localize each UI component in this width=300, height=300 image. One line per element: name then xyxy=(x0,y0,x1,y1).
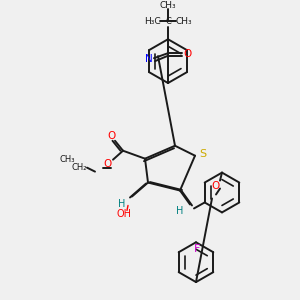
Text: O: O xyxy=(211,181,219,190)
Text: N: N xyxy=(145,54,153,64)
Text: OH: OH xyxy=(116,209,131,219)
Text: F: F xyxy=(194,244,200,254)
Text: C: C xyxy=(165,17,171,26)
Text: CH₃: CH₃ xyxy=(160,1,176,10)
Text: CH₃: CH₃ xyxy=(176,17,192,26)
Text: H: H xyxy=(176,206,184,216)
Text: S: S xyxy=(200,149,207,159)
Text: CH₃: CH₃ xyxy=(59,155,75,164)
Text: O: O xyxy=(104,159,112,169)
Text: CH₂: CH₂ xyxy=(71,163,87,172)
Text: H₃C: H₃C xyxy=(144,17,160,26)
Text: O: O xyxy=(107,131,115,141)
Text: H: H xyxy=(118,200,126,209)
Text: O: O xyxy=(184,49,192,59)
